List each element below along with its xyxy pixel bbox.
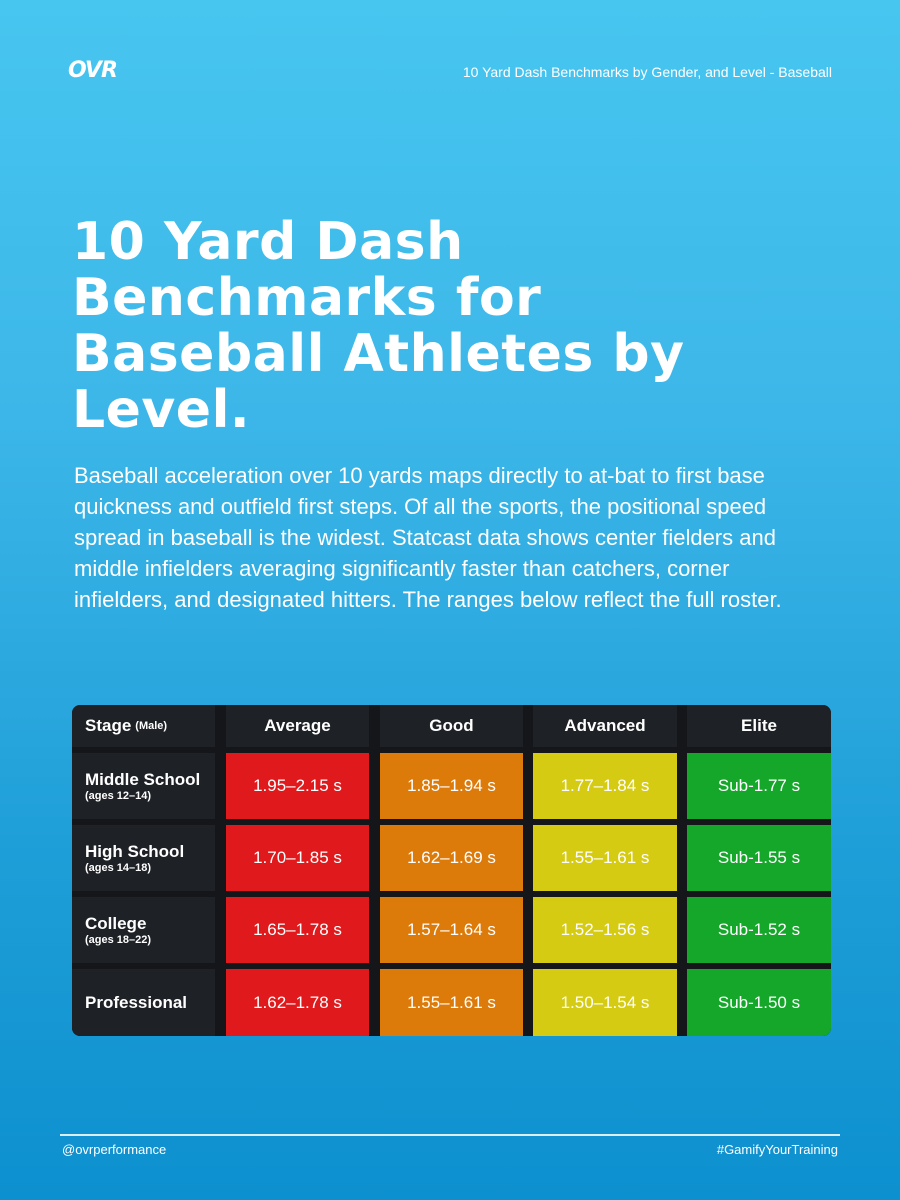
cell-elite: Sub-1.52 s bbox=[687, 897, 831, 963]
header-elite: Elite bbox=[687, 705, 831, 747]
cell-advanced: 1.77–1.84 s bbox=[533, 753, 677, 819]
header-stage-label: Stage bbox=[85, 716, 132, 735]
footer-hashtag: #GamifyYourTraining bbox=[716, 1142, 838, 1157]
header-stage: Stage (Male) bbox=[72, 705, 215, 747]
stage-professional: Professional bbox=[72, 969, 215, 1036]
stage-college: College (ages 18–22) bbox=[72, 897, 215, 963]
cell-advanced: 1.52–1.56 s bbox=[533, 897, 677, 963]
cell-good: 1.85–1.94 s bbox=[380, 753, 523, 819]
footer-handle: @ovrperformance bbox=[62, 1142, 167, 1157]
stage-ages: (ages 12–14) bbox=[85, 789, 152, 802]
stage-name: Professional bbox=[85, 992, 188, 1012]
cell-elite: Sub-1.50 s bbox=[687, 969, 831, 1036]
cell-average: 1.95–2.15 s bbox=[226, 753, 369, 819]
cell-elite: Sub-1.55 s bbox=[687, 825, 831, 891]
cell-good: 1.55–1.61 s bbox=[380, 969, 523, 1036]
cell-good: 1.57–1.64 s bbox=[380, 897, 523, 963]
cell-advanced: 1.50–1.54 s bbox=[533, 969, 677, 1036]
header-advanced: Advanced bbox=[533, 705, 677, 747]
headline: 10 Yard Dash Benchmarks for Baseball Ath… bbox=[72, 212, 685, 440]
cell-average: 1.62–1.78 s bbox=[226, 969, 369, 1036]
stage-name: College bbox=[85, 913, 147, 933]
stage-middle-school: Middle School (ages 12–14) bbox=[72, 753, 215, 819]
benchmark-table: Stage (Male) Average Good Advanced Elite… bbox=[72, 705, 831, 1036]
stage-name: Middle School bbox=[85, 769, 201, 789]
ovr-logo: OVR bbox=[68, 58, 118, 83]
intro-paragraph: Baseball acceleration over 10 yards maps… bbox=[74, 463, 782, 612]
top-caption: 10 Yard Dash Benchmarks by Gender, and L… bbox=[462, 64, 832, 80]
stage-ages: (ages 14–18) bbox=[85, 861, 152, 874]
header-average: Average bbox=[226, 705, 369, 747]
stage-name: High School bbox=[85, 841, 185, 861]
cell-average: 1.65–1.78 s bbox=[226, 897, 369, 963]
stage-ages: (ages 18–22) bbox=[85, 933, 152, 946]
header-good: Good bbox=[380, 705, 523, 747]
cell-good: 1.62–1.69 s bbox=[380, 825, 523, 891]
cell-average: 1.70–1.85 s bbox=[226, 825, 369, 891]
cell-advanced: 1.55–1.61 s bbox=[533, 825, 677, 891]
cell-elite: Sub-1.77 s bbox=[687, 753, 831, 819]
stage-high-school: High School (ages 14–18) bbox=[72, 825, 215, 891]
footer-divider bbox=[60, 1134, 840, 1136]
header-stage-note: (Male) bbox=[135, 720, 168, 732]
